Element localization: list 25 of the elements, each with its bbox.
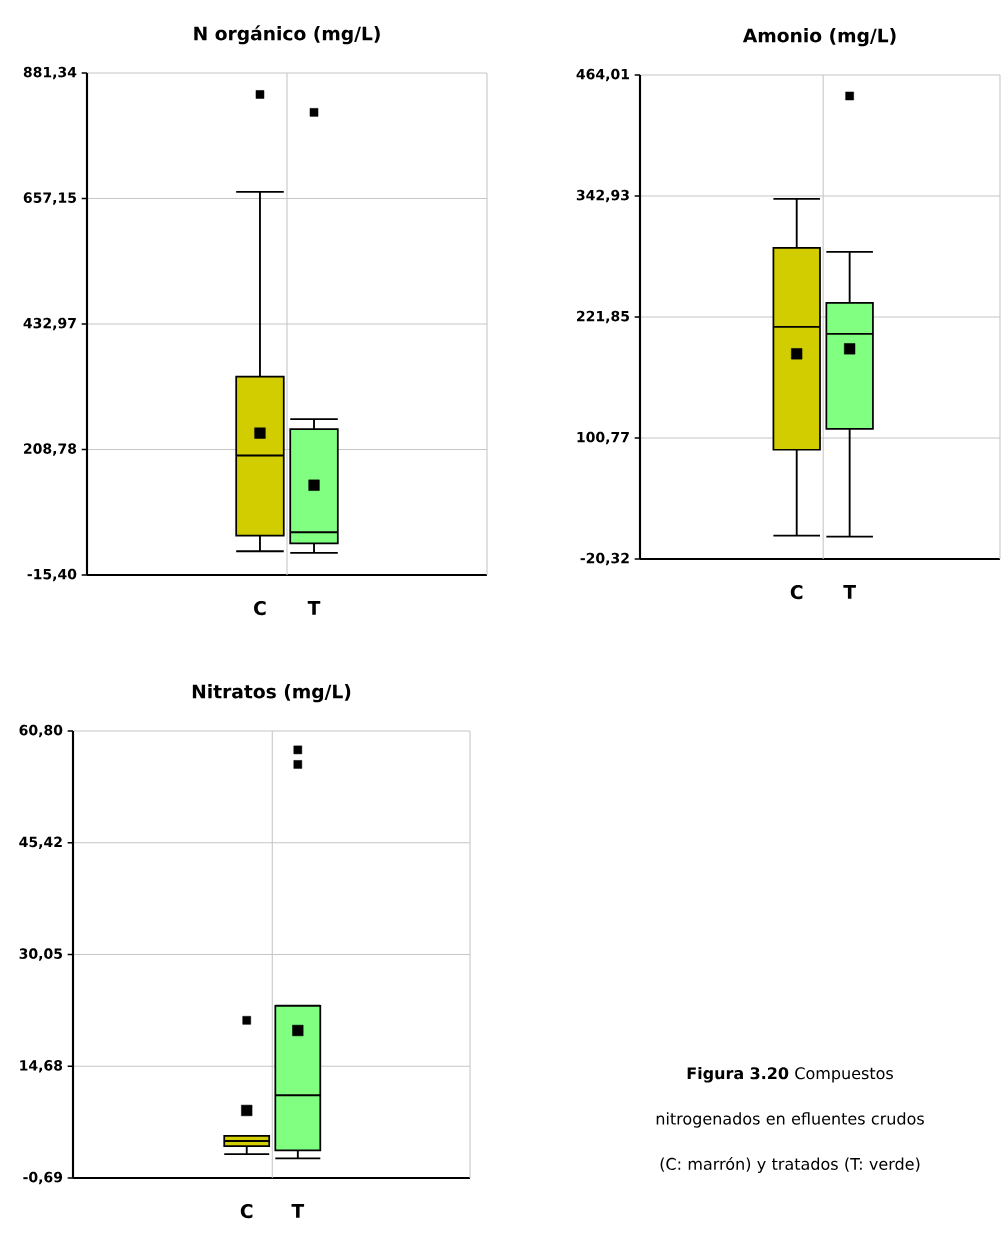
x-tick-label: C bbox=[790, 585, 803, 600]
x-tick-label: C bbox=[254, 601, 266, 616]
y-tick-label: 100,77 bbox=[577, 431, 629, 445]
y-tick-label: 208,78 bbox=[24, 443, 77, 456]
x-tick-label: C bbox=[240, 1204, 253, 1219]
y-tick-label: 432,97 bbox=[23, 317, 76, 331]
chart-title: N orgánico (mg/L) bbox=[194, 25, 380, 45]
y-tick-label: -0,69 bbox=[23, 1171, 63, 1185]
x-tick-label: T bbox=[843, 585, 856, 599]
y-tick-label: 342,93 bbox=[576, 189, 629, 203]
chart-title: Nitratos (mg/L) bbox=[192, 684, 351, 703]
y-tick-label: -20,32 bbox=[580, 552, 629, 566]
y-tick-label: 221,85 bbox=[577, 310, 629, 324]
y-tick-label: 881,34 bbox=[23, 66, 77, 80]
x-tick-label: T bbox=[291, 1204, 305, 1218]
y-tick-label: -15,40 bbox=[27, 568, 77, 582]
y-tick-label: 657,15 bbox=[23, 192, 76, 205]
y-tick-label: 60,80 bbox=[19, 724, 63, 738]
y-tick-label: 14,68 bbox=[20, 1060, 63, 1073]
y-tick-label: 30,05 bbox=[19, 948, 62, 961]
chart-title: Amonio (mg/L) bbox=[742, 28, 896, 47]
y-tick-label: 464,01 bbox=[576, 68, 629, 82]
x-tick-label: T bbox=[307, 601, 321, 615]
text: Figura 3.20 Compuestos nitrogenados en efluentes crudos (C: marrón) y tratados (T: verde) bbox=[656, 1066, 924, 1174]
y-tick-label: 45,42 bbox=[19, 836, 62, 849]
